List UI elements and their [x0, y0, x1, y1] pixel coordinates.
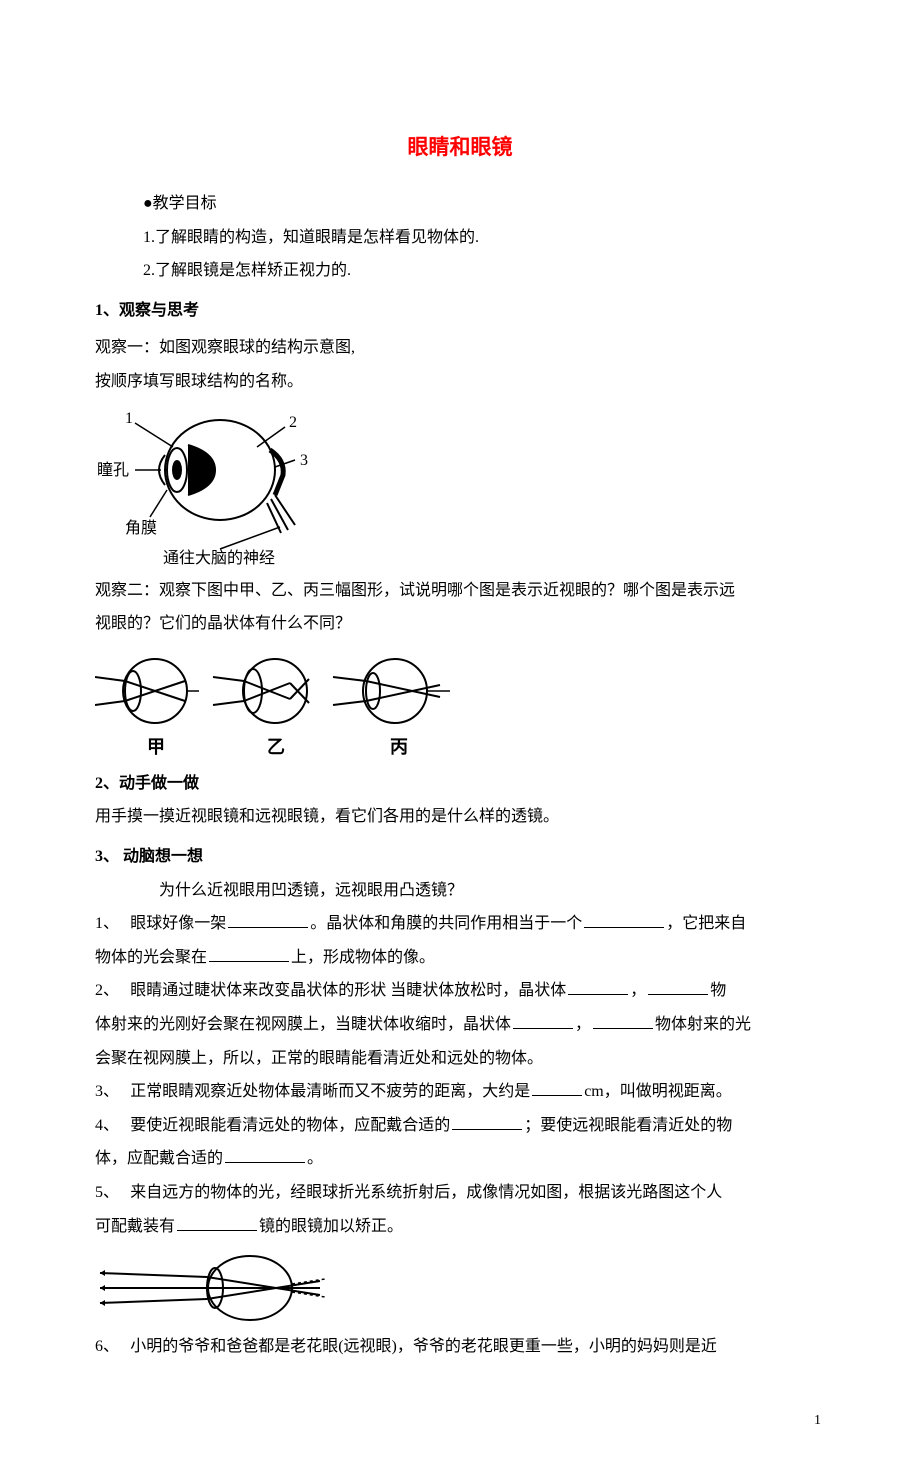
- q1-c: ，它把来自: [666, 915, 746, 932]
- q3-num: 3、: [95, 1075, 130, 1109]
- observation-2-line-a: 观察二：观察下图中甲、乙、丙三幅图形，试说明哪个图是表示近视眼的？哪个图是表示远: [95, 574, 825, 608]
- fill-blank[interactable]: [532, 1080, 582, 1096]
- observation-2: 观察二：观察下图中甲、乙、丙三幅图形，试说明哪个图是表示近视眼的？哪个图是表示远…: [95, 574, 825, 641]
- q4-d: 。: [307, 1150, 323, 1167]
- q2-b: ，: [630, 982, 646, 999]
- label-yi: 乙: [267, 737, 285, 757]
- section-2-text: 用手摸一摸近视眼镜和远视眼镜，看它们各用的是什么样的透镜。: [95, 800, 825, 834]
- fill-blank[interactable]: [593, 1013, 653, 1029]
- eye-label-1: 1: [125, 410, 133, 427]
- q2-num: 2、: [95, 974, 130, 1008]
- q4-c: 体，应配戴合适的: [95, 1150, 223, 1167]
- goals-block: ●教学目标 1.了解眼睛的构造，知道眼睛是怎样看见物体的. 2.了解眼镜是怎样矫…: [95, 187, 825, 288]
- section-3-lead: 为什么近视眼用凹透镜，远视眼用凸透镜？: [95, 874, 825, 908]
- fill-blank[interactable]: [568, 979, 628, 995]
- observation-1-line-a: 观察一：如图观察眼球的结构示意图,: [95, 331, 825, 365]
- q1-e: 上，形成物体的像。: [291, 949, 435, 966]
- q2-c: 物: [710, 982, 726, 999]
- question-5-line2: 可配戴装有 镜的眼镜加以矫正。: [95, 1210, 825, 1244]
- page-title: 眼睛和眼镜: [95, 125, 825, 169]
- eye-label-pupil: 瞳孔: [97, 461, 129, 479]
- goal-1: 1.了解眼睛的构造，知道眼睛是怎样看见物体的.: [143, 221, 825, 255]
- section-1-heading: 1、观察与思考: [95, 294, 825, 328]
- q6-a: 小明的爷爷和爸爸都是老花眼(远视眼)，爷爷的老花眼更重一些，小明的妈妈则是近: [130, 1338, 717, 1355]
- observation-1-line-b: 按顺序填写眼球结构的名称。: [95, 365, 825, 399]
- fill-blank[interactable]: [513, 1013, 573, 1029]
- question-2: 2、眼睛通过睫状体来改变晶状体的形状 当睫状体放松时，晶状体 ， 物: [95, 974, 825, 1008]
- label-bing: 丙: [390, 737, 408, 757]
- question-2-line2: 体射来的光刚好会聚在视网膜上，当睫状体收缩时，晶状体 ， 物体射来的光: [95, 1008, 825, 1042]
- question-4: 4、要使近视眼能看清远处的物体，应配戴合适的 ；要使远视眼能看清近处的物: [95, 1109, 825, 1143]
- q2-d: 体射来的光刚好会聚在视网膜上，当睫状体收缩时，晶状体: [95, 1016, 511, 1033]
- question-5: 5、来自远方的物体的光，经眼球折光系统折射后，成像情况如图，根据该光路图这个人: [95, 1176, 825, 1210]
- q1-b: 。晶状体和角膜的共同作用相当于一个: [310, 915, 582, 932]
- q1-num: 1、: [95, 907, 130, 941]
- fill-blank[interactable]: [177, 1215, 257, 1231]
- q1-d: 物体的光会聚在: [95, 949, 207, 966]
- goals-header: ●教学目标: [143, 187, 825, 221]
- q5-eye-diagram: [95, 1251, 825, 1326]
- fill-blank[interactable]: [452, 1114, 522, 1130]
- section-3-heading: 3、 动脑想一想: [95, 840, 825, 874]
- q2-e: ，: [575, 1016, 591, 1033]
- goal-2: 2.了解眼镜是怎样矫正视力的.: [143, 254, 825, 288]
- q6-num: 6、: [95, 1330, 130, 1364]
- question-1: 1、眼球好像一架 。晶状体和角膜的共同作用相当于一个 ，它把来自: [95, 907, 825, 941]
- label-jia: 甲: [147, 737, 165, 757]
- question-1-line2: 物体的光会聚在 上，形成物体的像。: [95, 941, 825, 975]
- observation-1: 观察一：如图观察眼球的结构示意图, 按顺序填写眼球结构的名称。: [95, 331, 825, 398]
- question-6: 6、小明的爷爷和爸爸都是老花眼(远视眼)，爷爷的老花眼更重一些，小明的妈妈则是近: [95, 1330, 825, 1364]
- q2-g: 会聚在视网膜上，所以，正常的眼睛能看清近处和远处的物体。: [95, 1050, 543, 1067]
- q1-a: 眼球好像一架: [130, 915, 226, 932]
- fill-blank[interactable]: [584, 912, 664, 928]
- fill-blank[interactable]: [225, 1147, 305, 1163]
- fill-blank[interactable]: [228, 912, 308, 928]
- q4-a: 要使近视眼能看清远处的物体，应配戴合适的: [130, 1117, 450, 1134]
- q2-f: 物体射来的光: [655, 1016, 751, 1033]
- q3-b: cm，叫做明视距离。: [584, 1083, 732, 1100]
- eye-label-nerve: 通往大脑的神经: [163, 549, 275, 567]
- eye-label-2: 2: [289, 414, 297, 431]
- section-2-heading: 2、动手做一做: [95, 767, 825, 801]
- q4-b: ；要使远视眼能看清近处的物: [524, 1117, 732, 1134]
- q5-b: 可配戴装有: [95, 1218, 175, 1235]
- q4-num: 4、: [95, 1109, 130, 1143]
- q3-a: 正常眼睛观察近处物体最清晰而又不疲劳的距离，大约是: [130, 1083, 530, 1100]
- question-2-line3: 会聚在视网膜上，所以，正常的眼睛能看清近处和远处的物体。: [95, 1042, 825, 1076]
- fill-blank[interactable]: [209, 946, 289, 962]
- eye-label-3: 3: [300, 452, 308, 469]
- q5-a: 来自远方的物体的光，经眼球折光系统折射后，成像情况如图，根据该光路图这个人: [130, 1184, 722, 1201]
- eye-structure-diagram: 1 2 3 瞳孔 角膜 通往大脑的神经: [95, 405, 825, 570]
- q5-c: 镜的眼镜加以矫正。: [259, 1218, 403, 1235]
- fill-blank[interactable]: [648, 979, 708, 995]
- q5-num: 5、: [95, 1176, 130, 1210]
- eye-label-cornea: 角膜: [125, 519, 157, 537]
- page-number: 1: [95, 1406, 825, 1435]
- question-4-line2: 体，应配戴合适的 。: [95, 1142, 825, 1176]
- q2-a: 眼睛通过睫状体来改变晶状体的形状 当睫状体放松时，晶状体: [130, 982, 566, 999]
- observation-2-line-b: 视眼的？它们的晶状体有什么不同？: [95, 607, 825, 641]
- three-eyes-diagram: 甲 乙 丙: [95, 651, 825, 761]
- question-3: 3、正常眼睛观察近处物体最清晰而又不疲劳的距离，大约是 cm，叫做明视距离。: [95, 1075, 825, 1109]
